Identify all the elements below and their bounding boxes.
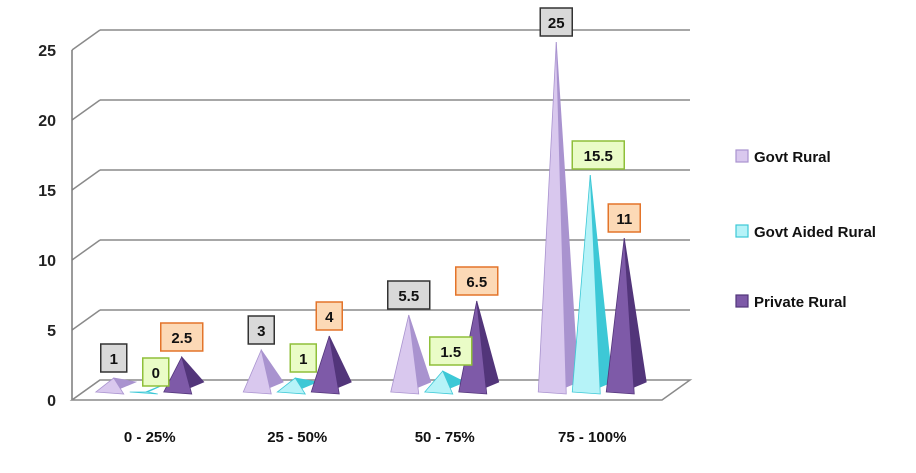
data-label-private-rural-50-75: 6.5 bbox=[455, 266, 499, 296]
pyramid-govt-aided-rural-75-100 bbox=[571, 174, 613, 395]
legend-label-private-rural: Private Rural bbox=[754, 294, 847, 311]
svg-text:1.5: 1.5 bbox=[440, 344, 461, 361]
data-label-private-rural-25-50: 4 bbox=[315, 301, 343, 331]
gridline-15 bbox=[71, 169, 690, 191]
pyramid-govt-rural-0-25 bbox=[94, 377, 138, 395]
pyramid-govt-rural-25-50 bbox=[242, 348, 284, 395]
pyramid-private-rural-25-50 bbox=[310, 335, 352, 395]
legend: Govt Rural Govt Aided Rural Private Rural bbox=[735, 149, 876, 311]
svg-text:1: 1 bbox=[299, 351, 307, 368]
y-tick-label-20: 20 bbox=[38, 113, 56, 130]
chart-floor bbox=[69, 379, 693, 401]
data-label-govt-rural-75-100: 25 bbox=[539, 7, 573, 37]
svg-text:4: 4 bbox=[325, 309, 334, 326]
data-label-govt-rural-0-25: 1 bbox=[100, 343, 128, 373]
data-labels: 1 3 5.5 25 0 1 1.5 15.5 2.5 4 6.5 11 bbox=[100, 7, 641, 387]
svg-text:11: 11 bbox=[616, 211, 632, 228]
data-label-private-rural-0-25: 2.5 bbox=[160, 322, 204, 352]
x-category-25-50: 25 - 50% bbox=[267, 429, 327, 446]
pyramid-marks bbox=[94, 41, 647, 395]
legend-item-govt-rural: Govt Rural bbox=[735, 149, 831, 166]
gridline-25 bbox=[71, 29, 690, 51]
gridlines bbox=[71, 29, 690, 401]
legend-swatch-govt-rural bbox=[735, 149, 749, 163]
legend-label-govt-aided-rural: Govt Aided Rural bbox=[754, 224, 876, 241]
x-category-75-100: 75 - 100% bbox=[558, 429, 626, 446]
legend-label-govt-rural: Govt Rural bbox=[754, 149, 831, 166]
y-tick-label-0: 0 bbox=[47, 393, 56, 410]
data-label-govt-aided-rural-75-100: 15.5 bbox=[571, 140, 625, 170]
data-label-govt-rural-25-50: 3 bbox=[247, 315, 275, 345]
x-axis-categories: 0 - 25% 25 - 50% 50 - 75% 75 - 100% bbox=[124, 429, 627, 446]
y-tick-label-25: 25 bbox=[38, 43, 56, 60]
pyramid-private-rural-50-75 bbox=[458, 300, 500, 395]
legend-item-govt-aided-rural: Govt Aided Rural bbox=[735, 224, 876, 241]
pyramid-govt-aided-rural-25-50 bbox=[276, 377, 319, 395]
x-category-0-25: 0 - 25% bbox=[124, 429, 176, 446]
y-tick-label-10: 10 bbox=[38, 253, 56, 270]
svg-text:0: 0 bbox=[152, 365, 160, 382]
y-axis-ticks: 0 5 10 15 20 25 bbox=[38, 43, 56, 410]
x-category-50-75: 50 - 75% bbox=[415, 429, 475, 446]
data-label-private-rural-75-100: 11 bbox=[607, 203, 641, 233]
svg-text:6.5: 6.5 bbox=[466, 274, 487, 291]
pyramid-private-rural-75-100 bbox=[605, 237, 647, 395]
y-tick-label-5: 5 bbox=[47, 323, 56, 340]
data-label-govt-rural-50-75: 5.5 bbox=[387, 280, 431, 310]
svg-text:25: 25 bbox=[548, 15, 565, 32]
svg-text:2.5: 2.5 bbox=[171, 330, 192, 347]
data-label-govt-aided-rural-0-25: 0 bbox=[142, 357, 170, 387]
gridline-20 bbox=[71, 99, 690, 121]
pyramid-private-rural-0-25 bbox=[163, 355, 205, 395]
pyramid-govt-rural-75-100 bbox=[537, 41, 579, 395]
data-label-govt-aided-rural-50-75: 1.5 bbox=[429, 336, 473, 366]
data-label-govt-aided-rural-25-50: 1 bbox=[289, 343, 317, 373]
legend-item-private-rural: Private Rural bbox=[735, 294, 847, 311]
svg-text:5.5: 5.5 bbox=[398, 288, 419, 305]
svg-text:1: 1 bbox=[110, 351, 118, 368]
axes bbox=[69, 50, 693, 401]
pyramid-govt-aided-rural-50-75 bbox=[423, 370, 466, 395]
svg-text:3: 3 bbox=[257, 323, 265, 340]
legend-swatch-private-rural bbox=[735, 294, 749, 308]
y-tick-label-15: 15 bbox=[38, 183, 56, 200]
svg-text:15.5: 15.5 bbox=[584, 148, 613, 165]
pyramid-govt-rural-50-75 bbox=[390, 314, 432, 395]
legend-swatch-govt-aided-rural bbox=[735, 224, 749, 238]
